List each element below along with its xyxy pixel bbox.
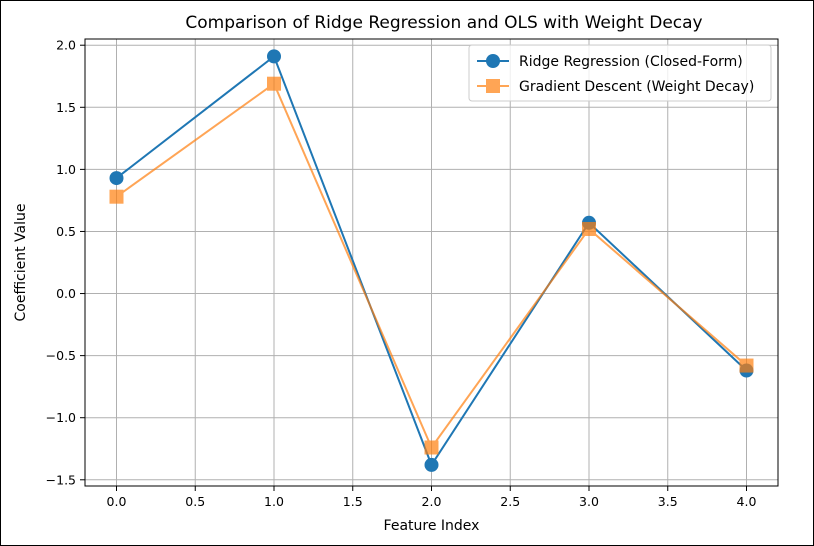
y-tick-label: 0.5 — [56, 224, 76, 239]
x-tick-label: 1.5 — [343, 494, 363, 509]
data-point-square — [582, 221, 596, 236]
x-tick-label: 3.0 — [579, 494, 599, 509]
y-tick-label: −0.5 — [46, 348, 76, 363]
grid-lines — [85, 39, 778, 486]
legend-label: Gradient Descent (Weight Decay) — [519, 79, 754, 95]
legend-box — [468, 44, 772, 102]
legend-marker-circle — [486, 54, 500, 68]
y-tick-label: 1.0 — [56, 162, 76, 177]
x-tick-label: 1.0 — [264, 494, 284, 509]
x-tick-label: 2.0 — [422, 494, 442, 509]
data-point-square — [109, 189, 124, 204]
data-point-circle — [109, 171, 124, 186]
legend: Ridge Regression (Closed-Form) Gradient D… — [468, 44, 772, 102]
y-tick-label: 2.0 — [56, 38, 76, 53]
data-point-circle — [267, 49, 281, 64]
y-tick-label: 1.5 — [56, 100, 76, 115]
x-tick-label: 3.5 — [658, 494, 678, 509]
series-layer — [109, 49, 754, 472]
legend-item — [477, 79, 509, 93]
legend-item — [477, 54, 509, 68]
x-axis-label: Feature Index — [384, 518, 480, 534]
data-point-square — [739, 358, 754, 373]
y-tick-label: 0.0 — [56, 286, 76, 301]
x-tick-label: 0.0 — [107, 494, 127, 509]
data-point-circle — [424, 457, 439, 472]
chart-title: Comparison of Ridge Regression and OLS w… — [185, 13, 702, 33]
series-2 — [109, 76, 754, 455]
y-tick-label: −1.5 — [46, 472, 76, 487]
y-axis-label: Coefficient Value — [13, 204, 29, 322]
data-point-square — [424, 440, 439, 455]
legend-marker-square — [486, 79, 500, 93]
x-axis: 0.0 0.5 1.0 1.5 2.0 2.5 3.0 3.5 4.0 — [107, 486, 757, 509]
data-point-square — [267, 76, 281, 91]
x-tick-label: 0.5 — [185, 494, 205, 509]
y-axis: −1.5 −1.0 −0.5 0.0 0.5 1.0 1.5 2.0 — [46, 38, 85, 487]
y-tick-label: −1.0 — [46, 410, 76, 425]
legend-label: Ridge Regression (Closed-Form) — [519, 54, 743, 70]
x-tick-label: 2.5 — [500, 494, 520, 509]
series-1 — [109, 49, 754, 472]
x-tick-label: 4.0 — [737, 494, 757, 509]
